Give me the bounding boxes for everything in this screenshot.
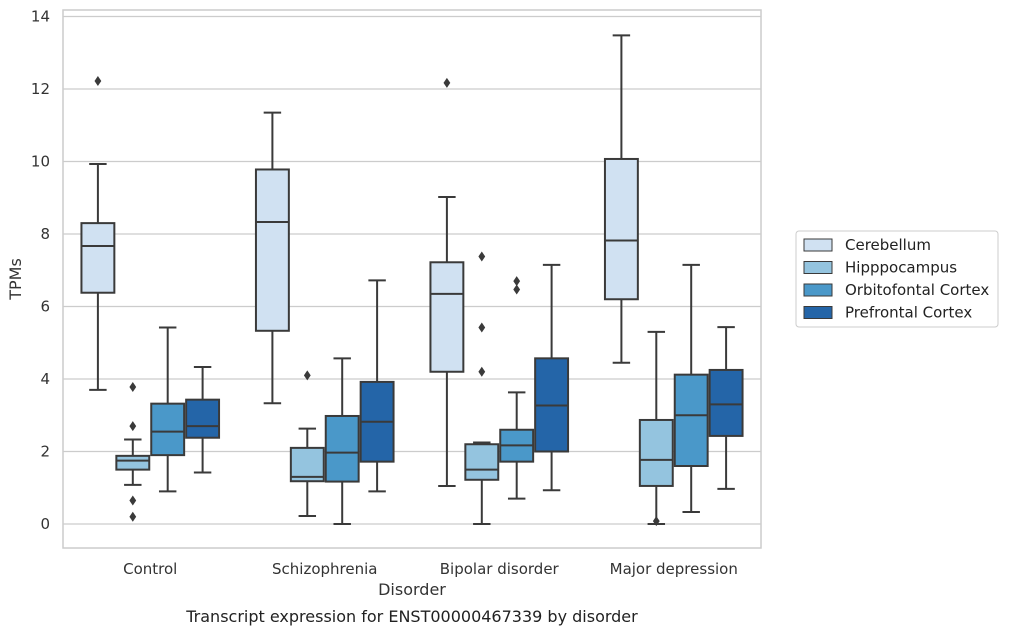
y-tick-label: 6 (40, 298, 50, 316)
x-tick-label: Bipolar disorder (440, 560, 560, 578)
legend-frame (795, 230, 999, 328)
x-tick-label: Schizophrenia (272, 560, 377, 578)
outlier-point (129, 511, 137, 522)
outlier-point (129, 381, 137, 392)
y-tick-label: 4 (40, 370, 50, 388)
iqr-box (603, 157, 639, 301)
box-group (80, 76, 116, 391)
box-group (464, 251, 500, 525)
iqr-box (708, 368, 744, 437)
box-group (254, 111, 290, 405)
legend-label: Hipppocampus (845, 259, 957, 277)
y-tick-labels: 0 2 4 6 8 10 12 14 (31, 8, 50, 534)
box-group (499, 276, 535, 500)
iqr-box (289, 446, 325, 483)
y-tick-label: 12 (31, 80, 50, 98)
box-group (534, 263, 570, 492)
outlier-point (513, 276, 521, 287)
x-tick-labels: Control Schizophrenia Bipolar disorder Majo… (123, 560, 738, 578)
legend-label: Orbitofontal Cortex (845, 281, 989, 299)
y-tick-label: 14 (31, 8, 50, 26)
box-group (324, 357, 360, 525)
iqr-box (254, 168, 290, 332)
outlier-point (652, 516, 660, 527)
iqr-box (150, 402, 186, 457)
legend-swatch (803, 238, 833, 252)
legend-swatch (803, 306, 833, 319)
iqr-box (80, 222, 116, 294)
box-group (603, 34, 639, 364)
outlier-point (478, 366, 486, 377)
x-axis-label: Disorder (378, 580, 446, 599)
legend-swatch (803, 261, 833, 274)
iqr-box (638, 418, 674, 487)
y-tick-label: 2 (40, 443, 50, 461)
legend-label: Cerebellum (845, 236, 931, 254)
box-group (673, 263, 709, 514)
legend-items: Cerebellum Hipppocampus Orbitofontal Corte… (803, 236, 989, 322)
outlier-point (443, 77, 451, 88)
legend-swatch (803, 283, 833, 297)
x-tick-label: Control (123, 560, 177, 578)
box-group (289, 370, 325, 518)
chart-caption: Transcript expression for ENST0000046733… (185, 607, 638, 626)
iqr-box (115, 454, 151, 471)
iqr-box (185, 398, 221, 439)
box-group (185, 366, 221, 474)
plot-frame (62, 9, 762, 549)
iqr-box (324, 414, 360, 483)
outlier-point (129, 421, 137, 432)
box-group (638, 330, 674, 527)
outlier-point (129, 495, 137, 506)
outlier-point (478, 322, 486, 333)
box-group (359, 279, 395, 493)
outlier-point (303, 370, 311, 381)
iqr-box (429, 261, 465, 373)
box-group (150, 326, 186, 493)
box-group (429, 77, 465, 487)
y-axis-label: TPMs (6, 258, 25, 301)
outlier-point (513, 284, 521, 295)
x-tick-label: Major depression (610, 560, 738, 578)
legend: Cerebellum Hipppocampus Orbitofontal Corte… (795, 230, 999, 328)
iqr-box (464, 443, 500, 481)
y-tick-label: 10 (31, 153, 50, 171)
y-tick-label: 8 (40, 225, 50, 243)
outlier-point (94, 76, 102, 87)
box-group (708, 326, 744, 490)
boxes (80, 34, 744, 527)
iqr-box (673, 373, 709, 467)
outlier-point (478, 251, 486, 262)
legend-label: Prefrontal Cortex (845, 304, 972, 322)
y-tick-label: 0 (40, 515, 50, 533)
box-group (115, 381, 151, 522)
